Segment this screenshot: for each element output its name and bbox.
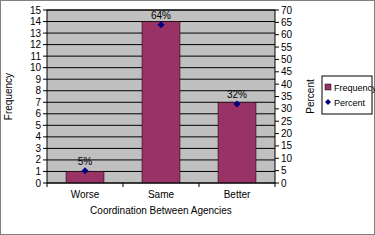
y-tick-label: 5 — [35, 120, 41, 131]
x-tick-label: Same — [148, 189, 175, 200]
y-tick-label: 7 — [35, 97, 41, 108]
y2-tick-label: 35 — [281, 91, 293, 102]
bar — [142, 22, 180, 183]
y-axis-title: Frequency — [3, 73, 14, 120]
legend-swatch — [325, 84, 331, 90]
y2-tick — [275, 108, 279, 109]
y2-tick-label: 5 — [281, 165, 287, 176]
y2-tick-label: 25 — [281, 116, 293, 127]
y-tick — [43, 79, 47, 80]
y-tick-label: 11 — [31, 51, 42, 62]
plot-area — [47, 10, 275, 183]
y-tick-label: 1 — [35, 166, 41, 177]
y-tick — [43, 67, 47, 68]
legend — [322, 76, 372, 114]
marker — [158, 21, 165, 28]
x-tick — [275, 183, 276, 187]
y2-tick — [275, 59, 279, 60]
y2-tick — [275, 170, 279, 171]
y-tick — [43, 171, 47, 172]
y-tick-label: 15 — [30, 5, 42, 16]
x-tick-label: Worse — [71, 189, 100, 200]
y-tick-label: 13 — [30, 28, 42, 39]
y2-tick-label: 45 — [281, 66, 293, 77]
y-tick-label: 14 — [30, 16, 42, 27]
y-tick — [43, 90, 47, 91]
chart: 0123456789101112131415051015202530354045… — [0, 0, 375, 235]
y-tick — [43, 136, 47, 137]
marker — [82, 167, 89, 174]
y2-tick-label: 40 — [281, 79, 293, 90]
y2-axis-title: Percent — [305, 79, 316, 114]
legend-label: Frequency — [334, 83, 375, 93]
y2-tick-label: 60 — [281, 29, 293, 40]
y-tick — [43, 183, 47, 184]
y2-tick — [275, 71, 279, 72]
x-tick — [123, 183, 124, 187]
y2-tick-label: 65 — [281, 17, 293, 28]
y-tick — [43, 148, 47, 149]
y-tick-label: 9 — [35, 74, 41, 85]
y2-tick — [275, 158, 279, 159]
data-label: 5% — [78, 156, 93, 167]
y-tick — [43, 125, 47, 126]
y-tick-label: 4 — [35, 131, 41, 142]
y-tick — [43, 113, 47, 114]
y2-tick — [275, 34, 279, 35]
marks — [66, 21, 256, 183]
marker — [234, 100, 241, 107]
y-tick-label: 12 — [30, 39, 42, 50]
y2-tick-label: 55 — [281, 42, 293, 53]
y-tick — [43, 159, 47, 160]
y2-tick — [275, 84, 279, 85]
y2-tick — [275, 10, 279, 11]
legend-swatch — [325, 99, 331, 105]
bar — [218, 102, 256, 183]
x-tick — [47, 183, 48, 187]
y2-tick-label: 20 — [281, 128, 293, 139]
x-axis-title: Coordination Between Agencies — [90, 205, 232, 216]
y-tick-label: 10 — [30, 62, 42, 73]
y-tick — [43, 44, 47, 45]
y-tick-label: 2 — [35, 154, 41, 165]
y-tick — [43, 10, 47, 11]
x-tick-label: Better — [224, 189, 251, 200]
y2-tick-label: 30 — [281, 103, 293, 114]
y2-tick — [275, 183, 279, 184]
y2-tick-label: 15 — [281, 140, 293, 151]
plot-frame — [47, 10, 275, 183]
y-tick-label: 3 — [35, 143, 41, 154]
y-tick-label: 0 — [35, 178, 41, 189]
y2-tick — [275, 22, 279, 23]
y-tick — [43, 102, 47, 103]
y2-tick-label: 70 — [281, 5, 293, 16]
y2-tick — [275, 96, 279, 97]
y-tick-label: 6 — [35, 108, 41, 119]
data-label: 32% — [227, 89, 247, 100]
y2-tick — [275, 47, 279, 48]
y-tick — [43, 33, 47, 34]
y-tick — [43, 21, 47, 22]
background — [1, 1, 375, 235]
x-tick — [199, 183, 200, 187]
y-tick — [43, 56, 47, 57]
y2-tick — [275, 145, 279, 146]
y2-tick-label: 0 — [281, 178, 287, 189]
y-tick-label: 8 — [35, 85, 41, 96]
y2-tick — [275, 133, 279, 134]
legend-label: Percent — [334, 98, 366, 108]
y2-tick-label: 10 — [281, 153, 293, 164]
data-label: 64% — [151, 10, 171, 21]
y2-tick-label: 50 — [281, 54, 293, 65]
y2-tick — [275, 121, 279, 122]
